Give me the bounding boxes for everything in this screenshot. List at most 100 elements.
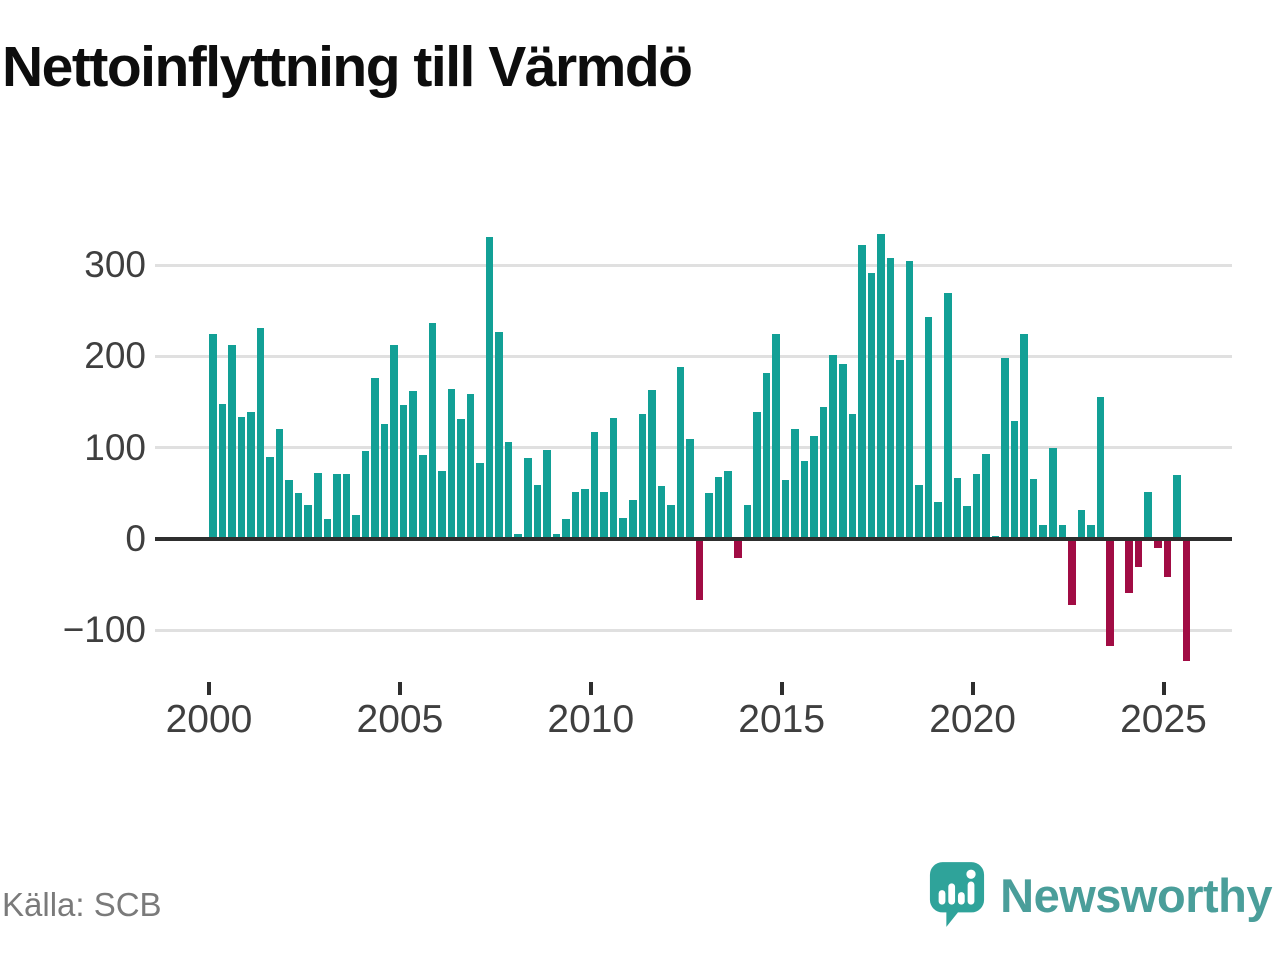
bar-8 <box>285 479 293 539</box>
chart-title: Nettoinflyttning till Värmdö <box>2 35 693 99</box>
bar-70 <box>877 234 885 539</box>
bar-68 <box>858 245 866 539</box>
x-axis-tick-2025 <box>1161 682 1166 695</box>
bar-65 <box>829 354 838 539</box>
bar-78 <box>953 477 962 539</box>
brand-footer: Newsworthy <box>928 860 1272 930</box>
bar-28 <box>476 463 484 539</box>
bar-87 <box>1039 525 1047 539</box>
bar-73 <box>905 261 914 539</box>
bar-98 <box>1144 491 1152 539</box>
bar-67 <box>848 413 857 539</box>
bar-71 <box>886 257 895 539</box>
bar-11 <box>313 473 322 539</box>
bar-54 <box>724 470 733 539</box>
bar-81 <box>982 454 990 539</box>
bar-31 <box>504 442 513 539</box>
x-axis-label-2020: 2020 <box>929 698 1016 741</box>
bar-62 <box>800 461 809 539</box>
bar-43 <box>619 518 628 539</box>
bar-74 <box>915 485 923 539</box>
bar-66 <box>838 363 847 539</box>
x-axis-tick-2005 <box>397 682 402 695</box>
bar-9 <box>294 493 303 539</box>
bar-58 <box>762 372 771 539</box>
bar-41 <box>600 492 608 539</box>
bar-63 <box>810 435 818 539</box>
bar-17 <box>371 378 379 539</box>
bar-36 <box>552 533 561 539</box>
y-axis-label-100: 100 <box>84 426 146 468</box>
bar-42 <box>609 418 618 539</box>
bar-100 <box>1163 540 1172 578</box>
bar-84 <box>1010 421 1019 539</box>
bar-26 <box>457 419 465 539</box>
bar-69 <box>867 273 876 539</box>
bar-88 <box>1048 447 1057 539</box>
bar-21 <box>409 391 418 539</box>
x-axis-label-2005: 2005 <box>356 698 444 741</box>
newsworthy-logo-icon <box>928 861 986 929</box>
bar-7 <box>275 429 284 539</box>
bar-94 <box>1106 540 1114 646</box>
bar-75 <box>924 317 933 539</box>
bar-57 <box>753 412 761 539</box>
bar-33 <box>523 457 532 539</box>
x-axis-label-2010: 2010 <box>547 698 635 741</box>
bar-37 <box>562 518 570 539</box>
y-axis-label-300: 300 <box>84 244 146 286</box>
bar-27 <box>466 393 475 539</box>
bar-1 <box>218 403 227 539</box>
bar-61 <box>791 429 799 539</box>
bar-2 <box>228 344 236 539</box>
bar-24 <box>438 471 446 539</box>
bar-48 <box>667 505 675 539</box>
bar-30 <box>495 331 503 539</box>
bar-49 <box>676 367 685 539</box>
bar-10 <box>304 505 313 539</box>
bar-97 <box>1134 540 1143 568</box>
y-axis-label-0: 0 <box>125 518 146 559</box>
bar-52 <box>705 493 713 539</box>
bar-12 <box>323 518 332 539</box>
bar-40 <box>590 432 599 539</box>
bar-85 <box>1020 333 1028 539</box>
y-axis-label--100: −100 <box>62 609 146 651</box>
bar-16 <box>361 451 370 539</box>
bar-18 <box>380 423 389 539</box>
bar-38 <box>571 491 580 539</box>
bar-83 <box>1001 358 1009 539</box>
bar-93 <box>1096 397 1105 539</box>
bar-89 <box>1058 525 1067 539</box>
bar-3 <box>237 416 246 539</box>
bar-91 <box>1077 509 1086 539</box>
bar-32 <box>514 534 523 539</box>
x-axis-label-2000: 2000 <box>165 698 253 741</box>
bar-53 <box>714 476 723 539</box>
bar-15 <box>352 515 360 539</box>
bar-4 <box>247 412 255 539</box>
bar-76 <box>934 502 942 539</box>
bar-29 <box>485 236 494 539</box>
bar-51 <box>695 540 704 601</box>
bar-14 <box>342 474 351 539</box>
bar-96 <box>1125 540 1133 593</box>
bar-55 <box>733 540 742 559</box>
gridline--100 <box>155 628 1232 632</box>
bar-77 <box>943 293 952 539</box>
x-axis-tick-2020 <box>970 682 975 695</box>
bar-102 <box>1182 540 1191 662</box>
bar-79 <box>963 506 971 539</box>
bar-72 <box>896 360 904 539</box>
gridline-300 <box>155 263 1232 267</box>
zero-baseline <box>155 537 1232 541</box>
x-axis-label-2025: 2025 <box>1120 698 1207 741</box>
bar-45 <box>638 413 647 539</box>
bar-90 <box>1068 540 1076 605</box>
bar-64 <box>819 406 828 539</box>
bar-13 <box>333 474 341 539</box>
bar-101 <box>1173 475 1181 539</box>
bar-99 <box>1153 540 1162 549</box>
